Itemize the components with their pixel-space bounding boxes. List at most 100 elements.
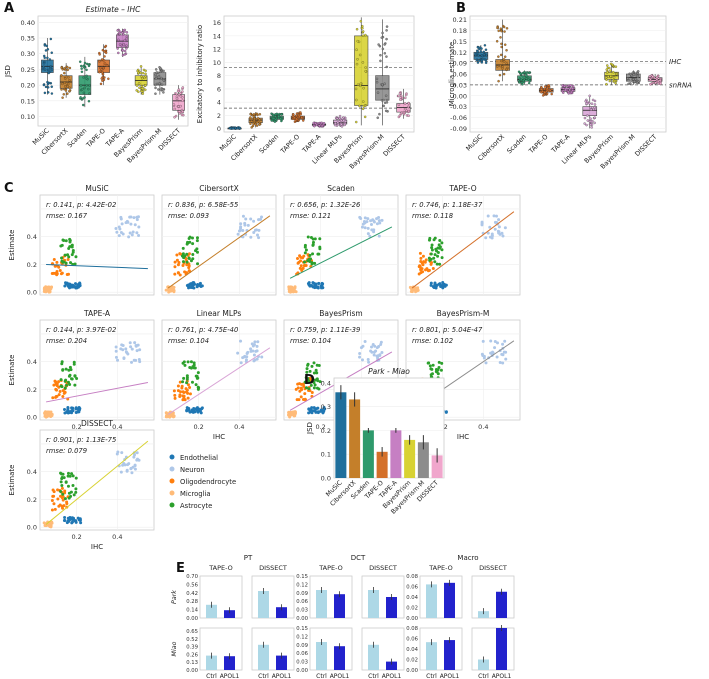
method-title: TAPE-O <box>428 564 453 572</box>
scatter-point-neuron <box>358 352 362 356</box>
scatter-point-astrocyte <box>60 477 64 481</box>
scatter-point-endothelial <box>313 408 317 412</box>
data-point <box>66 85 69 88</box>
scatter-point-neuron <box>246 350 250 354</box>
data-point <box>364 70 367 73</box>
data-point <box>137 82 141 85</box>
data-point <box>480 54 484 57</box>
scatter-point-endothelial <box>307 281 311 285</box>
scatter-point-oligodendrocyte <box>52 258 56 262</box>
data-point <box>139 65 143 68</box>
stat-rmse: rmse: 0.093 <box>168 212 209 220</box>
x-tick-label: TAPE-O <box>278 133 301 156</box>
scatter-point-astrocyte <box>195 376 199 380</box>
scatter-point-microglia <box>43 411 47 415</box>
data-point <box>544 85 547 88</box>
stat-r-p: r: 0.801, p: 5.04E-47 <box>412 326 483 334</box>
bar-ctrl <box>258 644 269 670</box>
scatter-point-oligodendrocyte <box>187 252 191 256</box>
scatter-point-astrocyte <box>61 492 65 496</box>
scatter-point-neuron <box>256 233 260 237</box>
scatter-point-astrocyte <box>304 386 308 390</box>
scatter-point-oligodendrocyte <box>179 252 183 256</box>
data-point <box>355 48 358 51</box>
scatter-point-neuron <box>125 469 129 473</box>
data-point <box>252 122 255 125</box>
scatter-point-astrocyte <box>303 380 307 384</box>
scatter-point-neuron <box>501 342 505 346</box>
scatter-point-endothelial <box>198 409 202 413</box>
data-point <box>98 60 101 63</box>
data-point <box>589 117 592 121</box>
scatter-point-neuron <box>239 222 243 226</box>
scatter-point-oligodendrocyte <box>55 269 59 273</box>
data-point <box>143 76 146 80</box>
data-point <box>500 42 503 46</box>
legend-label: Astrocyte <box>180 502 212 510</box>
scatter-point-neuron <box>130 233 134 237</box>
data-point <box>407 109 411 113</box>
scatter-point-microglia <box>172 285 176 289</box>
scatter-point-neuron <box>244 358 248 362</box>
scatter-point-neuron <box>370 228 374 232</box>
data-point <box>121 53 125 57</box>
scatter-point-astrocyte <box>191 253 195 257</box>
panel-a-left: 0.10 0.15 0.20 0.25 0.30 0.35 0.40 JSD Estimate … <box>4 5 189 165</box>
scatter-point-astrocyte <box>196 385 200 389</box>
data-point <box>141 71 145 75</box>
scatter-point-oligodendrocyte <box>57 393 61 397</box>
y-tick-label: 0.2 <box>27 261 37 269</box>
scatter-point-neuron <box>134 358 138 362</box>
data-point <box>67 75 70 79</box>
bar-ctrl <box>206 655 217 670</box>
y-tick-label: 0.0 <box>27 524 37 532</box>
data-point <box>117 38 120 42</box>
data-point <box>527 71 531 75</box>
scatter-point-endothelial <box>321 409 325 413</box>
group-title: Macro <box>457 554 478 562</box>
data-point <box>499 36 502 39</box>
data-point <box>116 29 119 32</box>
scatter-point-endothelial <box>185 283 189 287</box>
data-point <box>583 122 586 125</box>
scatter-point-neuron <box>482 354 486 358</box>
scatter-point-astrocyte <box>68 238 72 242</box>
y-tick-label: 0.56 <box>186 582 198 588</box>
scatter-point-astrocyte <box>439 368 443 372</box>
data-point <box>404 96 407 100</box>
data-point <box>543 91 546 94</box>
scatter-point-oligodendrocyte <box>61 395 65 399</box>
data-point <box>569 90 573 94</box>
y-tick-label: 0.35 <box>21 35 35 43</box>
scatter-point-astrocyte <box>313 378 317 382</box>
stat-rmse: rmse: 0.104 <box>290 337 331 345</box>
data-point <box>79 64 83 68</box>
scatter-point-astrocyte <box>429 252 433 256</box>
y-tick-label: 0.18 <box>453 27 467 35</box>
scatter-point-neuron <box>128 231 132 235</box>
scatter-point-astrocyte <box>435 370 439 374</box>
scatter-point-microglia <box>288 415 292 419</box>
plot-frame <box>37 15 189 127</box>
scatter-point-neuron <box>501 353 505 357</box>
scatter-point-oligodendrocyte <box>181 263 185 267</box>
scatter-point-neuron <box>255 344 259 348</box>
scatter-point-neuron <box>378 221 382 225</box>
data-point <box>98 70 101 74</box>
data-point <box>250 120 253 123</box>
scatter-point-endothelial <box>308 284 312 288</box>
scatter-point-oligodendrocyte <box>50 498 54 502</box>
data-point <box>375 80 379 84</box>
data-point <box>312 121 315 125</box>
scatter-point-astrocyte <box>433 236 437 240</box>
data-point <box>484 61 488 65</box>
data-point <box>252 113 256 116</box>
scatter-point-neuron <box>489 339 493 343</box>
bar-bayesprism-m <box>417 442 429 478</box>
legend-label: Endothelial <box>180 454 218 462</box>
scatter-point-neuron <box>135 218 139 222</box>
row-label: Park <box>171 590 178 604</box>
scatter-point-oligodendrocyte <box>431 267 435 271</box>
data-point <box>609 75 613 78</box>
scatter-point-oligodendrocyte <box>59 494 63 498</box>
